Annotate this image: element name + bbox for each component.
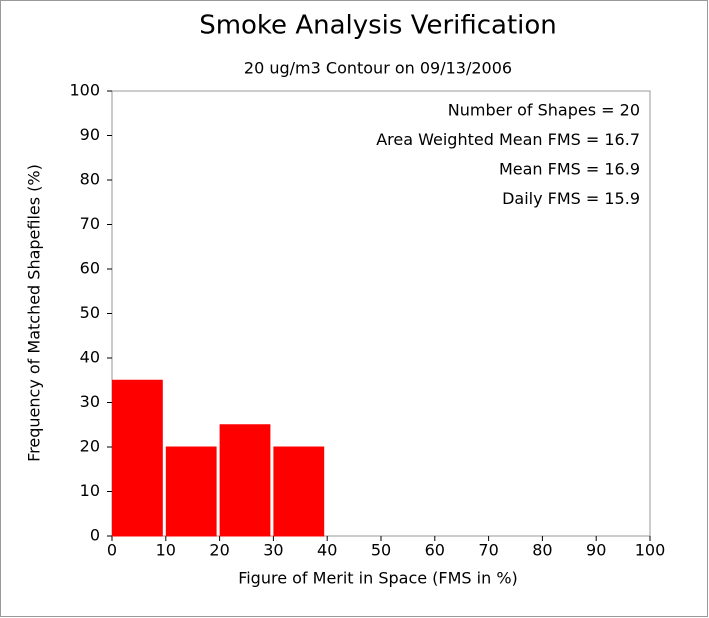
x-tick-label: 0 <box>107 541 117 560</box>
x-tick-label: 40 <box>317 541 337 560</box>
y-tick-label: 100 <box>69 81 100 100</box>
x-axis-label: Figure of Merit in Space (FMS in %) <box>238 569 518 588</box>
x-tick-label: 90 <box>586 541 606 560</box>
annotation: Daily FMS = 15.9 <box>502 189 640 208</box>
bar <box>165 446 217 537</box>
x-tick-label: 80 <box>532 541 552 560</box>
y-tick-label: 90 <box>80 125 100 144</box>
y-tick-label: 80 <box>80 170 100 189</box>
bar <box>219 424 271 537</box>
y-tick-label: 0 <box>90 526 100 545</box>
y-axis-label: Frequency of Matched Shapefiles (%) <box>25 164 44 462</box>
annotation: Number of Shapes = 20 <box>448 101 640 120</box>
bar <box>273 446 325 537</box>
x-tick-label: 20 <box>209 541 229 560</box>
x-tick-label: 60 <box>425 541 445 560</box>
chart-subtitle: 20 ug/m3 Contour on 09/13/2006 <box>244 59 512 78</box>
x-tick-label: 100 <box>635 541 666 560</box>
x-tick-label: 70 <box>478 541 498 560</box>
y-tick-label: 70 <box>80 214 100 233</box>
y-tick-label: 10 <box>80 481 100 500</box>
x-tick-label: 10 <box>156 541 176 560</box>
x-tick-label: 30 <box>263 541 283 560</box>
annotation: Mean FMS = 16.9 <box>499 160 640 179</box>
y-tick-label: 50 <box>80 303 100 322</box>
y-tick-label: 30 <box>80 392 100 411</box>
y-tick-label: 60 <box>80 259 100 278</box>
y-tick-label: 40 <box>80 348 100 367</box>
annotation: Area Weighted Mean FMS = 16.7 <box>376 130 640 149</box>
chart-title: Smoke Analysis Verification <box>199 11 557 41</box>
x-tick-label: 50 <box>371 541 391 560</box>
bar <box>112 379 163 537</box>
y-tick-label: 20 <box>80 437 100 456</box>
